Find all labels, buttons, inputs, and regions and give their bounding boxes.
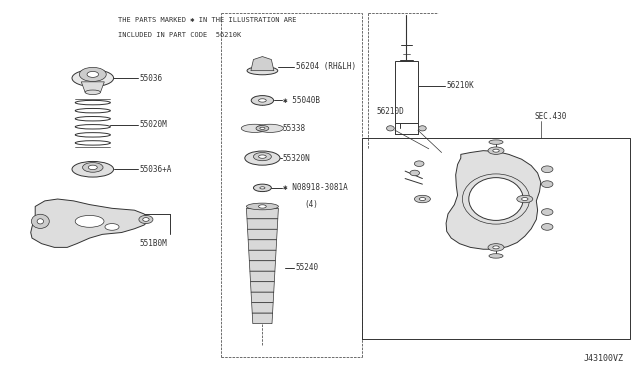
Text: (4): (4)	[304, 200, 318, 209]
Ellipse shape	[488, 147, 504, 154]
Text: ✱ N08918-3081A: ✱ N08918-3081A	[283, 183, 348, 192]
Text: 55036: 55036	[140, 74, 163, 83]
Text: 56210K: 56210K	[446, 81, 474, 90]
Ellipse shape	[246, 203, 278, 210]
Polygon shape	[250, 282, 275, 292]
Ellipse shape	[489, 254, 503, 258]
Text: 55036+A: 55036+A	[140, 165, 172, 174]
Ellipse shape	[88, 165, 97, 170]
Text: 55338: 55338	[283, 124, 306, 133]
Ellipse shape	[410, 170, 420, 176]
Ellipse shape	[468, 178, 524, 220]
Polygon shape	[249, 250, 276, 261]
Ellipse shape	[488, 244, 504, 251]
Text: 56204 (RH&LH): 56204 (RH&LH)	[296, 62, 356, 71]
Ellipse shape	[493, 149, 499, 152]
Ellipse shape	[83, 163, 103, 172]
Polygon shape	[252, 303, 273, 313]
Ellipse shape	[37, 219, 44, 224]
Polygon shape	[252, 313, 273, 324]
Ellipse shape	[493, 246, 499, 249]
Ellipse shape	[260, 187, 265, 189]
Ellipse shape	[419, 198, 426, 201]
Ellipse shape	[79, 67, 106, 81]
Polygon shape	[250, 271, 275, 282]
Text: J43100VZ: J43100VZ	[584, 354, 624, 363]
Text: 56210D: 56210D	[376, 107, 404, 116]
Ellipse shape	[256, 126, 269, 131]
Text: ✱ 55040B: ✱ 55040B	[283, 96, 320, 105]
Ellipse shape	[541, 181, 553, 187]
Ellipse shape	[260, 127, 265, 129]
Ellipse shape	[87, 71, 99, 77]
Ellipse shape	[541, 166, 553, 173]
Ellipse shape	[85, 90, 100, 94]
Polygon shape	[251, 292, 274, 303]
Ellipse shape	[541, 209, 553, 215]
Ellipse shape	[247, 67, 278, 75]
FancyBboxPatch shape	[395, 61, 418, 123]
Ellipse shape	[415, 195, 431, 203]
Text: 551B0M: 551B0M	[140, 239, 167, 248]
Ellipse shape	[387, 126, 394, 131]
Text: THE PARTS MARKED ✱ IN THE ILLUSTRATION ARE: THE PARTS MARKED ✱ IN THE ILLUSTRATION A…	[118, 17, 297, 23]
Text: 55240: 55240	[296, 263, 319, 272]
Ellipse shape	[257, 124, 284, 132]
Ellipse shape	[541, 224, 553, 230]
Text: 55020M: 55020M	[140, 120, 167, 129]
Ellipse shape	[105, 224, 119, 230]
Ellipse shape	[143, 218, 149, 221]
Ellipse shape	[415, 161, 424, 166]
Polygon shape	[248, 240, 276, 250]
Ellipse shape	[259, 205, 266, 208]
Ellipse shape	[241, 124, 268, 132]
Ellipse shape	[522, 198, 528, 201]
Ellipse shape	[259, 99, 266, 102]
Polygon shape	[246, 208, 278, 219]
Ellipse shape	[139, 215, 153, 224]
Text: INCLUDED IN PART CODE  56210K: INCLUDED IN PART CODE 56210K	[118, 32, 242, 38]
Ellipse shape	[419, 126, 426, 131]
Ellipse shape	[253, 184, 271, 192]
Polygon shape	[251, 57, 274, 71]
Polygon shape	[250, 261, 275, 271]
Ellipse shape	[517, 195, 532, 203]
Polygon shape	[81, 82, 104, 92]
Ellipse shape	[31, 214, 49, 228]
Polygon shape	[248, 229, 277, 240]
Ellipse shape	[253, 153, 271, 161]
Ellipse shape	[489, 140, 503, 144]
Polygon shape	[247, 219, 278, 229]
Ellipse shape	[259, 155, 266, 158]
Text: 55320N: 55320N	[283, 154, 310, 163]
Polygon shape	[31, 199, 150, 247]
Text: SEC.430: SEC.430	[534, 112, 567, 121]
Polygon shape	[446, 151, 541, 249]
Ellipse shape	[72, 161, 114, 177]
Ellipse shape	[244, 151, 280, 165]
Ellipse shape	[76, 215, 104, 227]
Ellipse shape	[72, 70, 114, 86]
Ellipse shape	[251, 96, 274, 105]
